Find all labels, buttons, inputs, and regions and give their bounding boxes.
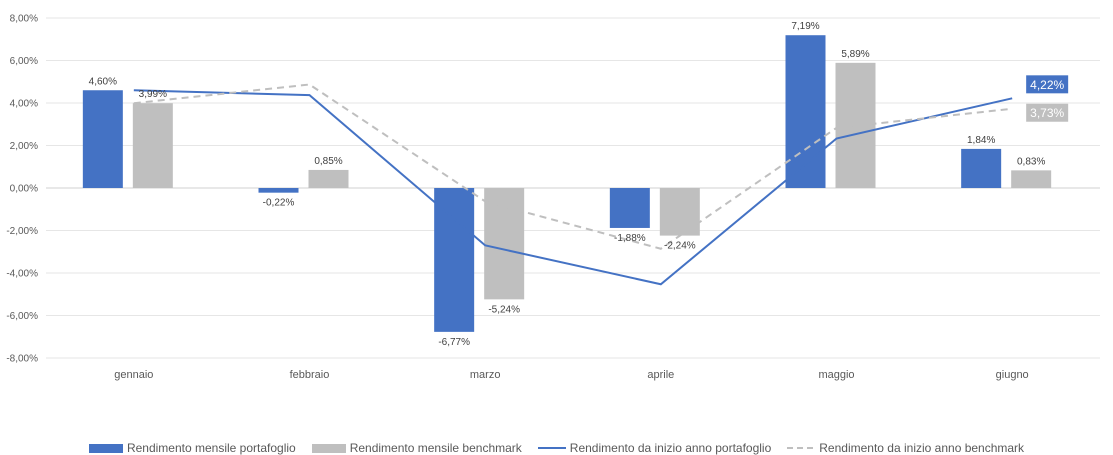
legend-item-portfolio-monthly: Rendimento mensile portafoglio xyxy=(88,441,296,455)
bar-benchmark-monthly xyxy=(1011,170,1052,188)
legend-item-benchmark-ytd: Rendimento da inizio anno benchmark xyxy=(787,441,1024,455)
legend-swatch-portfolio-monthly xyxy=(88,443,123,453)
y-tick-label: 6,00% xyxy=(10,56,38,67)
legend-label-benchmark-ytd: Rendimento da inizio anno benchmark xyxy=(819,441,1025,455)
data-label-benchmark-monthly: -2,24% xyxy=(664,241,696,252)
bar-portfolio-monthly xyxy=(961,148,1002,188)
bar-portfolio-monthly xyxy=(434,188,475,332)
bar-portfolio-monthly xyxy=(785,35,826,189)
legend-item-benchmark-monthly: Rendimento mensile benchmark xyxy=(311,441,522,455)
gridlines xyxy=(46,17,1100,359)
line-portfolio-ytd xyxy=(133,89,1013,286)
x-tick-label: febbraio xyxy=(290,369,330,381)
x-tick-label: maggio xyxy=(818,369,854,381)
data-label-benchmark-monthly: -5,24% xyxy=(488,304,520,315)
line-series xyxy=(133,83,1013,286)
combo-chart: 8,00% 6,00% 4,00% 2,00% 0,00% -2,00% -4,00% -6,… xyxy=(6,14,1100,381)
data-label-portfolio-monthly: 4,60% xyxy=(89,76,117,87)
data-label-benchmark-monthly: 0,85% xyxy=(314,156,342,167)
y-tick-label: -6,00% xyxy=(6,311,38,322)
data-label-portfolio-monthly: 7,19% xyxy=(791,21,819,32)
bar-benchmark-monthly xyxy=(835,62,876,188)
y-tick-label: 8,00% xyxy=(10,14,38,25)
data-label-portfolio-monthly: -0,22% xyxy=(263,198,295,209)
bar-portfolio-monthly xyxy=(82,90,123,188)
legend-swatch-portfolio-ytd xyxy=(537,447,566,449)
y-tick-label: 0,00% xyxy=(10,184,38,195)
line-benchmark-ytd xyxy=(133,83,1013,250)
legend-label-benchmark-monthly: Rendimento mensile benchmark xyxy=(349,441,522,455)
data-label-portfolio-monthly: -1,88% xyxy=(614,233,646,244)
data-label-benchmark-monthly: 5,89% xyxy=(841,49,869,60)
data-label-benchmark-monthly: 0,83% xyxy=(1017,156,1045,167)
legend-swatch-benchmark-ytd xyxy=(787,447,816,449)
end-label-box-portfolio-ytd xyxy=(1026,75,1069,94)
y-tick-label: -8,00% xyxy=(6,354,38,365)
legend-swatch-benchmark-monthly xyxy=(311,443,346,453)
end-label-box-benchmark-ytd xyxy=(1026,103,1069,122)
y-tick-label: 2,00% xyxy=(10,141,38,152)
y-tick-label: -2,00% xyxy=(6,226,38,237)
x-tick-label: marzo xyxy=(470,369,501,381)
legend-label-portfolio-monthly: Rendimento mensile portafoglio xyxy=(126,441,296,455)
bar-benchmark-monthly xyxy=(484,188,525,300)
x-tick-label: gennaio xyxy=(114,369,153,381)
legend: Rendimento mensile portafoglio Rendiment… xyxy=(0,441,1113,455)
x-tick-label: aprile xyxy=(647,369,674,381)
y-tick-label: -4,00% xyxy=(6,269,38,280)
x-tick-label: giugno xyxy=(996,369,1029,381)
bar-portfolio-monthly xyxy=(609,188,650,228)
bar-benchmark-monthly xyxy=(308,169,349,188)
x-axis: gennaio febbraio marzo aprile maggio giugno xyxy=(114,369,1028,381)
data-label-portfolio-monthly: 1,84% xyxy=(967,135,995,146)
bar-benchmark-monthly xyxy=(659,188,700,236)
end-label-benchmark-ytd: 3,73% xyxy=(1030,106,1064,120)
data-label-portfolio-monthly: -6,77% xyxy=(438,337,470,348)
y-axis: 8,00% 6,00% 4,00% 2,00% 0,00% -2,00% -4,00% -6,… xyxy=(6,14,38,365)
legend-item-portfolio-ytd: Rendimento da inizio anno portafoglio xyxy=(537,441,772,455)
data-label-benchmark-monthly: 3,99% xyxy=(139,89,167,100)
bar-portfolio-monthly xyxy=(258,188,299,193)
data-labels: 4,60% -0,22% -6,77% -1,88% 7,19% 1,84% 3,99% 0,… xyxy=(89,21,1069,348)
legend-label-portfolio-ytd: Rendimento da inizio anno portafoglio xyxy=(569,441,772,455)
end-label-portfolio-ytd: 4,22% xyxy=(1030,78,1064,92)
bar-benchmark-monthly xyxy=(132,103,173,188)
bar-series xyxy=(82,35,1052,332)
y-tick-label: 4,00% xyxy=(10,99,38,110)
